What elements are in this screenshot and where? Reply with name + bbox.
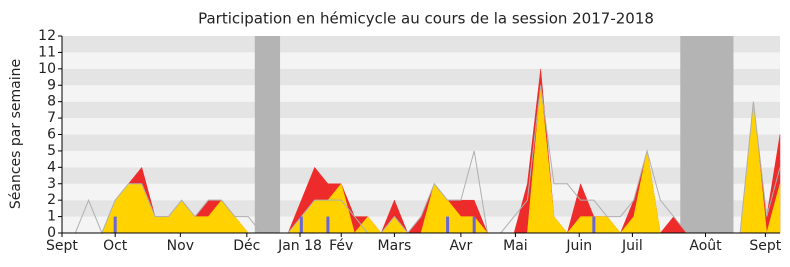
x-tick-label: Sept xyxy=(46,238,78,254)
grid-band xyxy=(62,36,780,53)
y-tick-label: 3 xyxy=(47,176,56,192)
grid-band xyxy=(62,101,780,119)
y-tick-label: 12 xyxy=(38,28,56,44)
y-tick-label: 7 xyxy=(47,110,56,126)
grid-band xyxy=(62,85,780,102)
bar xyxy=(592,216,596,233)
grid-band xyxy=(62,167,780,184)
shaded-range xyxy=(254,36,281,233)
x-tick-label: Oct xyxy=(103,238,128,254)
bar xyxy=(113,216,117,233)
line xyxy=(62,85,781,235)
x-tick-label: Nov xyxy=(167,238,194,254)
y-tick-label: 5 xyxy=(47,143,56,159)
x-tick-label: Mai xyxy=(503,238,528,254)
y-tick-label: 6 xyxy=(47,127,56,143)
grid-band xyxy=(62,52,780,69)
y-tick-label: 9 xyxy=(47,77,56,93)
grid-band xyxy=(62,150,780,168)
y-tick-label: 10 xyxy=(38,61,56,77)
x-tick-label: Août xyxy=(689,238,722,254)
grid-band xyxy=(62,68,780,86)
x-tick-label: Juin xyxy=(565,238,592,254)
y-axis-label: Séances par semaine xyxy=(8,59,24,209)
x-tick-label: Mars xyxy=(378,238,412,254)
y-tick-label: 0 xyxy=(47,225,56,241)
x-tick-label: Sept xyxy=(749,238,781,254)
y-tick-label: 11 xyxy=(38,44,56,60)
y-tick-label: 1 xyxy=(47,209,56,225)
grid-band xyxy=(62,183,780,201)
y-tick-label: 4 xyxy=(47,159,56,175)
bar xyxy=(299,216,303,233)
grid-band xyxy=(62,118,780,135)
x-tick-label: Déc xyxy=(233,238,260,254)
x-tick-label: Avr xyxy=(449,238,472,254)
x-tick-label: Juil xyxy=(621,238,643,254)
y-tick-label: 2 xyxy=(47,192,56,208)
bar xyxy=(446,216,450,233)
x-tick-label: Jan 18 xyxy=(277,238,322,254)
chart-title: Participation en hémicycle au cours de l… xyxy=(198,10,654,28)
grid-band xyxy=(62,134,780,151)
bar xyxy=(326,216,330,233)
grid-band xyxy=(62,200,780,217)
bar xyxy=(472,216,476,233)
x-tick-label: Fév xyxy=(329,238,353,254)
shaded-range xyxy=(680,36,734,233)
y-tick-label: 8 xyxy=(47,94,56,110)
